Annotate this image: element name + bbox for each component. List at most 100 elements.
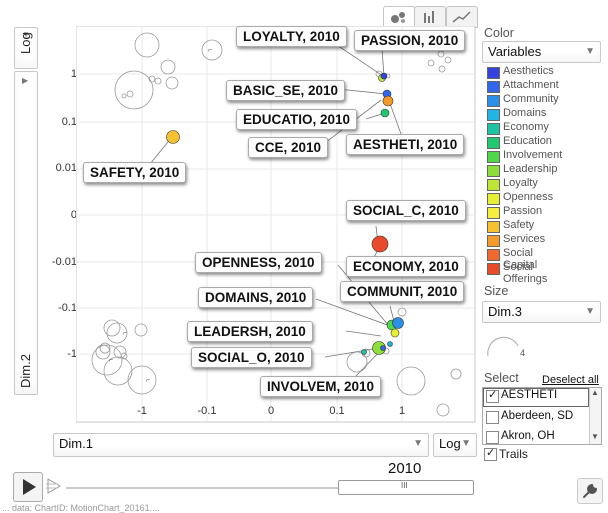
size-select-value: Dim.3 xyxy=(488,304,522,319)
tab-bubble-chart[interactable] xyxy=(383,6,415,28)
bubble-label-leadersh[interactable]: LEADERSH, 2010 xyxy=(187,321,313,342)
wrench-icon xyxy=(583,483,598,498)
x-tick: -0.1 xyxy=(197,405,217,417)
legend-swatch xyxy=(487,263,500,275)
select-checkbox-aberdeen[interactable] xyxy=(486,411,499,424)
legend-swatch xyxy=(487,165,500,177)
unselected-bubbles xyxy=(91,32,462,417)
y-scale-label: Log xyxy=(18,32,33,54)
play-icon xyxy=(23,479,36,495)
legend-swatch xyxy=(487,151,500,163)
legend-swatch xyxy=(487,249,500,261)
bubble-label-educatio[interactable]: EDUCATIO, 2010 xyxy=(236,109,358,130)
select-panel-title: Select xyxy=(484,371,519,385)
footer-text: ... data: ChartID: MotionChart_20161.... xyxy=(2,503,160,513)
settings-button[interactable] xyxy=(577,478,603,504)
svg-text:⌐: ⌐ xyxy=(146,377,150,384)
legend-swatch xyxy=(487,137,500,149)
legend-swatch xyxy=(487,179,500,191)
color-panel-title: Color xyxy=(484,26,514,40)
selected-bubbles xyxy=(166,72,404,355)
legend-swatch xyxy=(487,207,500,219)
size-select[interactable]: Dim.3 ▼ xyxy=(482,301,601,323)
tab-line-chart[interactable] xyxy=(446,6,478,28)
series-markers: ⌐ ⌐ ⌐ ⌐ xyxy=(109,47,212,384)
checkmark-icon: ✓ xyxy=(488,389,498,401)
bubble-label-passion[interactable]: PASSION, 2010 xyxy=(354,30,466,51)
trails-label: Trails xyxy=(499,447,528,461)
y-tick: 0 xyxy=(70,209,77,221)
x-tick: 0 xyxy=(267,405,275,417)
x-tick: 1 xyxy=(398,405,406,417)
y-tick: -1 xyxy=(67,348,77,360)
legend-swatch xyxy=(487,81,500,93)
x-tick: 0.1 xyxy=(329,405,345,417)
legend-swatch xyxy=(487,109,500,121)
x-tick: -1 xyxy=(137,405,147,417)
speed-control-icon[interactable] xyxy=(45,476,63,496)
select-item-label[interactable]: Akron, OH xyxy=(501,430,555,442)
legend-swatch xyxy=(487,235,500,247)
bubble-label-economy[interactable]: ECONOMY, 2010 xyxy=(346,256,466,277)
select-list[interactable]: ▲ ▼ xyxy=(482,387,602,445)
bubble-chart-icon xyxy=(391,12,405,23)
bubble-label-safety[interactable]: SAFETY, 2010 xyxy=(83,162,187,183)
svg-text:⌐: ⌐ xyxy=(109,357,113,364)
color-select-value: Variables xyxy=(488,44,542,59)
legend-swatch xyxy=(487,95,500,107)
tab-bar-chart[interactable] xyxy=(414,6,446,28)
bubble-label-basic-se[interactable]: BASIC_SE, 2010 xyxy=(226,80,346,101)
select-item-label[interactable]: AESTHETI xyxy=(501,389,558,401)
y-axis-select[interactable]: ▶ Dim.2 xyxy=(14,71,38,395)
chevron-down-icon: ▼ xyxy=(22,30,30,39)
x-axis-title: Dim.1 xyxy=(59,436,93,451)
scroll-up-icon[interactable]: ▲ xyxy=(591,388,599,397)
timeline-slider-handle[interactable]: III xyxy=(338,480,474,495)
scroll-down-icon[interactable]: ▼ xyxy=(591,432,599,441)
x-axis-select[interactable]: Dim.1 ▼ xyxy=(53,433,429,457)
size-gauge-icon xyxy=(487,336,519,357)
line-chart-icon xyxy=(452,11,471,23)
select-checkbox-akron[interactable] xyxy=(486,431,499,444)
bubble-label-openness[interactable]: OPENNESS, 2010 xyxy=(195,252,322,273)
svg-text:⌐: ⌐ xyxy=(208,47,212,54)
bar-chart-icon xyxy=(424,11,434,23)
bubble-label-communit[interactable]: COMMUNIT, 2010 xyxy=(340,281,465,302)
select-checkbox-aestheti[interactable]: ✓ xyxy=(486,389,499,403)
bubble-label-social-o[interactable]: SOCIAL_O, 2010 xyxy=(191,347,312,368)
bubble-label-cce[interactable]: CCE, 2010 xyxy=(248,137,329,158)
y-tick: -0.01 xyxy=(51,256,77,268)
svg-text:⌐: ⌐ xyxy=(123,330,127,337)
deselect-all-link[interactable]: Deselect all xyxy=(542,374,599,386)
y-tick: 0.1 xyxy=(61,116,77,128)
slider-grip: III xyxy=(401,481,408,490)
legend-swatch xyxy=(487,67,500,79)
x-scale-label: Log xyxy=(439,436,461,451)
legend-swatch xyxy=(487,221,500,233)
chevron-down-icon: ▼ xyxy=(461,438,471,449)
year-label: 2010 xyxy=(388,460,422,477)
y-axis-title: Dim.2 xyxy=(18,354,33,388)
y-tick: -0.1 xyxy=(58,302,77,314)
y-tick: 1 xyxy=(70,68,77,80)
bubble-label-involvem[interactable]: INVOLVEM, 2010 xyxy=(260,376,382,397)
bubble-label-social-c[interactable]: SOCIAL_C, 2010 xyxy=(346,200,466,221)
checkmark-icon: ✓ xyxy=(486,447,496,459)
chevron-down-icon: ▼ xyxy=(585,46,595,57)
size-panel-title: Size xyxy=(484,284,509,298)
chevron-down-icon: ▶ xyxy=(22,76,29,85)
color-select[interactable]: Variables ▼ xyxy=(482,41,601,63)
x-scale-select[interactable]: Log ▼ xyxy=(433,433,477,457)
select-item-label[interactable]: Aberdeen, SD xyxy=(501,410,574,422)
timeline-track[interactable] xyxy=(66,487,473,489)
chevron-down-icon: ▼ xyxy=(413,438,423,449)
legend-swatch xyxy=(487,123,500,135)
bubble-label-loyalty[interactable]: LOYALTY, 2010 xyxy=(236,26,347,47)
y-tick: 0.01 xyxy=(55,162,77,174)
y-scale-select[interactable]: ▼ Log xyxy=(14,27,38,69)
chevron-down-icon: ▼ xyxy=(585,306,595,317)
trails-checkbox[interactable]: ✓ xyxy=(484,447,497,461)
play-button[interactable] xyxy=(13,472,43,502)
bubble-label-domains[interactable]: DOMAINS, 2010 xyxy=(198,287,314,308)
bubble-label-aestheti[interactable]: AESTHETI, 2010 xyxy=(346,134,465,155)
